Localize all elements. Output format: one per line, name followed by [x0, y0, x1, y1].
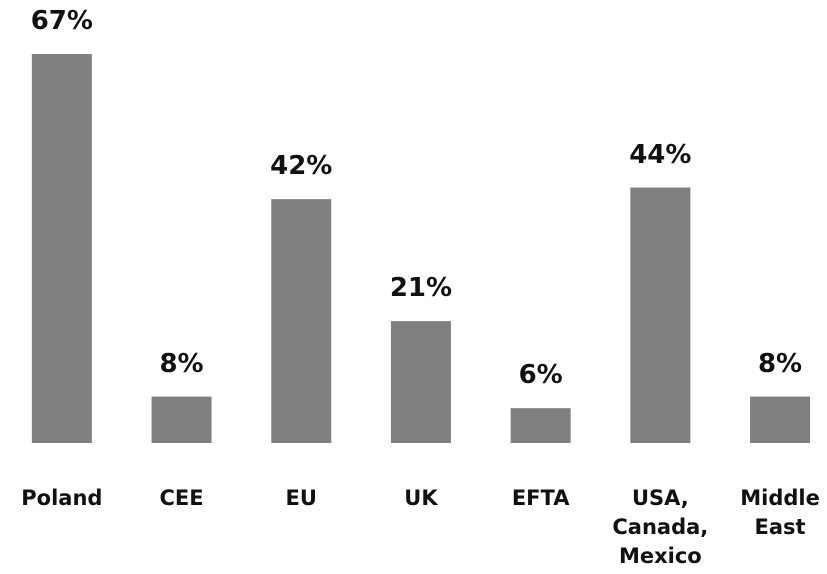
bar: [630, 187, 691, 443]
value-label: 6%: [518, 360, 563, 391]
x-tick-label: EU: [285, 486, 317, 510]
x-tick-label: EFTA: [511, 486, 570, 510]
x-tick-label: Poland: [21, 486, 103, 510]
value-label: 44%: [629, 139, 692, 170]
value-label: 21%: [389, 273, 453, 304]
bar: [510, 408, 571, 443]
value-label: 8%: [159, 348, 204, 379]
value-label: 67%: [30, 6, 93, 36]
x-tick-label: Middle East: [740, 486, 820, 539]
x-tick-label: CEE: [159, 486, 204, 510]
bar: [31, 54, 92, 443]
bar: [151, 396, 212, 443]
x-tick-label: USA, Canada, Mexico: [612, 486, 709, 568]
bar: [750, 396, 811, 443]
value-label: 42%: [270, 151, 333, 182]
bar: [390, 321, 451, 443]
bar: [271, 199, 332, 443]
value-label: 8%: [757, 348, 803, 379]
x-tick-label: UK: [404, 486, 438, 510]
